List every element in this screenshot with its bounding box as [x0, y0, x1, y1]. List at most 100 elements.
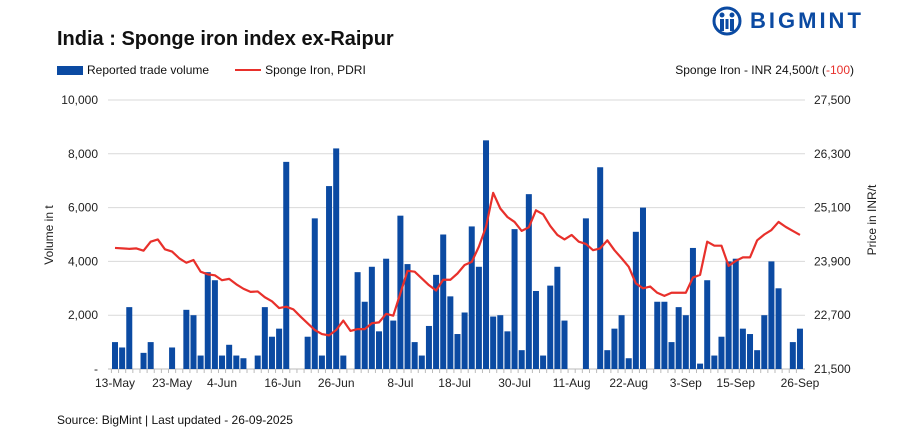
- x-tick-label: 23-May: [152, 376, 192, 390]
- price-note: Sponge Iron - INR 24,500/t (-100): [675, 63, 854, 77]
- y2-tick-label: 26,300: [814, 147, 851, 161]
- volume-bar: [404, 264, 411, 369]
- volume-bar: [447, 296, 454, 369]
- volume-bar: [283, 161, 290, 369]
- volume-bar: [525, 194, 532, 369]
- volume-bar: [119, 347, 126, 369]
- volume-bar: [611, 328, 618, 369]
- x-tick-label: 18-Jul: [438, 376, 471, 390]
- volume-bar: [718, 336, 725, 369]
- volume-bar: [268, 336, 275, 369]
- volume-bar: [276, 328, 283, 369]
- volume-bar: [340, 355, 347, 369]
- volume-bar: [796, 328, 803, 369]
- price-note-prefix: Sponge Iron - INR 24,500/t (: [675, 63, 826, 77]
- volume-bar: [390, 320, 397, 369]
- y2-tick-label: 27,500: [814, 93, 851, 107]
- volume-bar: [468, 226, 475, 369]
- volume-bar: [754, 350, 761, 369]
- volume-bar: [532, 290, 539, 369]
- volume-bar: [440, 234, 447, 369]
- logo-text: BIGMINT: [750, 8, 864, 33]
- volume-bar: [169, 347, 176, 369]
- volume-bar: [219, 355, 226, 369]
- volume-bar: [689, 247, 696, 369]
- bigmint-logo: BIGMINT: [712, 6, 864, 36]
- volume-bar: [433, 274, 440, 369]
- x-tick-label: 30-Jul: [498, 376, 531, 390]
- volume-bar: [597, 167, 604, 369]
- volume-bar: [475, 266, 482, 369]
- volume-bar: [240, 358, 247, 369]
- volume-bar: [326, 186, 333, 369]
- legend-bar-swatch: [57, 65, 83, 75]
- volume-bar: [375, 331, 382, 369]
- x-tick-label: 13-May: [95, 376, 135, 390]
- chart-title: India : Sponge iron index ex-Raipur: [57, 28, 394, 50]
- x-tick-label: 15-Sep: [716, 376, 755, 390]
- volume-bar: [540, 355, 547, 369]
- y2-tick-label: 25,100: [814, 201, 851, 215]
- volume-bar: [497, 315, 504, 369]
- volume-bar: [190, 315, 197, 369]
- volume-bar: [425, 325, 432, 369]
- volume-bar: [661, 301, 668, 369]
- volume-bar: [582, 218, 589, 369]
- x-tick-label: 26-Jun: [318, 376, 355, 390]
- volume-bar: [318, 355, 325, 369]
- volume-bar: [554, 266, 561, 369]
- volume-bar: [632, 231, 639, 369]
- volume-bar: [254, 355, 261, 369]
- volume-bar: [618, 315, 625, 369]
- volume-bar: [561, 320, 568, 369]
- volume-bar: [725, 261, 732, 369]
- volume-bar: [768, 261, 775, 369]
- y-tick-label: 8,000: [68, 147, 98, 161]
- y2-axis-title: Price in INR/t: [865, 184, 879, 255]
- volume-bar: [333, 148, 340, 369]
- volume-bar: [704, 280, 711, 369]
- x-tick-label: 4-Jun: [207, 376, 237, 390]
- volume-bar: [668, 342, 675, 369]
- legend-line-swatch: [235, 69, 262, 71]
- x-tick-label: 26-Sep: [781, 376, 820, 390]
- volume-bar: [261, 307, 268, 369]
- y-tick-label: 2,000: [68, 308, 98, 322]
- x-tick-label: 16-Jun: [264, 376, 301, 390]
- volume-bar: [697, 363, 704, 369]
- volume-bar: [204, 272, 211, 369]
- volume-bar: [625, 358, 632, 369]
- volume-bar: [211, 280, 218, 369]
- volume-bar: [739, 328, 746, 369]
- x-tick-label: 22-Aug: [609, 376, 648, 390]
- volume-bar: [361, 301, 368, 369]
- volume-bar: [304, 336, 311, 369]
- volume-bar: [461, 312, 468, 369]
- volume-bar: [226, 344, 233, 369]
- volume-bar: [789, 342, 796, 369]
- x-tick-label: 8-Jul: [387, 376, 413, 390]
- volume-bar: [747, 334, 754, 369]
- volume-bar: [490, 316, 497, 369]
- volume-bar: [604, 350, 611, 369]
- volume-bar: [675, 307, 682, 369]
- x-tick-label: 3-Sep: [670, 376, 702, 390]
- y-tick-label: 4,000: [68, 254, 98, 268]
- volume-bar: [504, 331, 511, 369]
- volume-bar: [311, 218, 318, 369]
- volume-bar: [126, 307, 133, 369]
- legend: Reported trade volume Sponge Iron, PDRI: [57, 63, 366, 77]
- volume-bar: [354, 272, 361, 369]
- volume-bar: [732, 258, 739, 369]
- x-tick-label: 11-Aug: [553, 376, 591, 390]
- y-tick-label: -: [94, 362, 98, 376]
- source-note: Source: BigMint | Last updated - 26-09-2…: [57, 413, 293, 427]
- volume-bar: [411, 342, 418, 369]
- legend-label: Sponge Iron, PDRI: [265, 63, 366, 77]
- price-note-suffix: ): [850, 63, 854, 77]
- volume-bar: [418, 355, 425, 369]
- volume-bar: [682, 315, 689, 369]
- volume-bar: [147, 342, 154, 369]
- volume-bar: [183, 309, 190, 369]
